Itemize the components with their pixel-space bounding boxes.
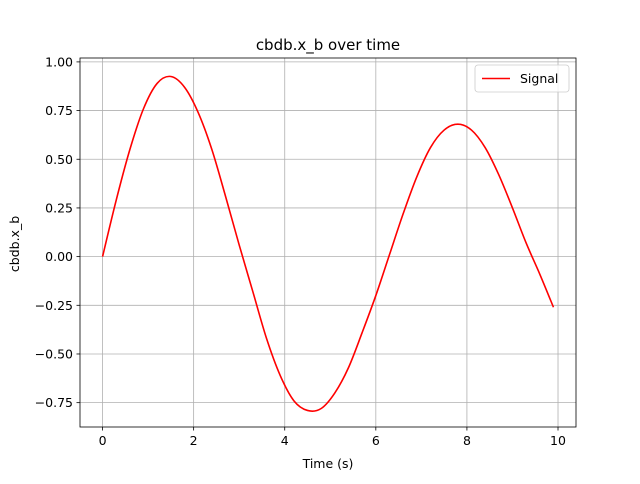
legend-box bbox=[474, 64, 570, 93]
x-tick-label: 2 bbox=[190, 433, 198, 448]
y-tick-label: 0.00 bbox=[45, 249, 73, 264]
y-tick-label: −0.75 bbox=[35, 395, 73, 410]
x-tick-label: 10 bbox=[550, 433, 566, 448]
plot-frame bbox=[79, 57, 577, 428]
x-tick-label: 0 bbox=[99, 433, 107, 448]
y-axis-label: cbdb.x_b bbox=[7, 216, 22, 272]
x-axis-label: Time (s) bbox=[302, 456, 354, 471]
y-tick-label: 0.75 bbox=[45, 103, 73, 118]
y-tick-label: 1.00 bbox=[45, 54, 73, 69]
series-line-signal bbox=[101, 75, 555, 412]
x-tick-label: 4 bbox=[281, 433, 289, 448]
legend: Signal bbox=[474, 64, 570, 93]
chart-title: cbdb.x_b over time bbox=[256, 36, 400, 55]
x-tick-label: 6 bbox=[372, 433, 380, 448]
x-tick-label: 8 bbox=[463, 433, 471, 448]
y-tick-label: 0.25 bbox=[45, 200, 73, 215]
legend-label: Signal bbox=[520, 71, 558, 86]
y-tick-label: −0.25 bbox=[35, 298, 73, 313]
y-tick-label: −0.50 bbox=[35, 346, 73, 361]
y-tick-label: 0.50 bbox=[45, 152, 73, 167]
